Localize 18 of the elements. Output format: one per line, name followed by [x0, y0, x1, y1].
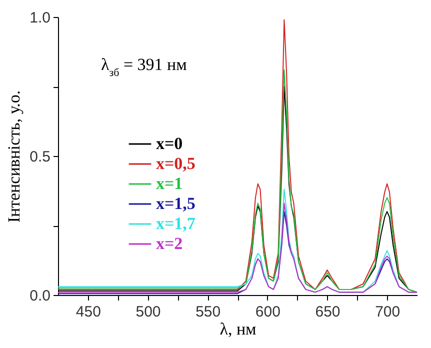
x-tick-label: 550 — [196, 304, 221, 320]
legend-label: x=0 — [156, 134, 183, 153]
x-tick-label: 600 — [255, 304, 280, 320]
annotation: λ$_{зб}$ = 391 нм — [101, 55, 188, 79]
legend-label: x=1 — [156, 174, 183, 193]
legend-label: x=2 — [156, 234, 183, 253]
x-axis-title: λ, нм — [220, 320, 257, 338]
y-tick-label: 0.5 — [30, 148, 50, 166]
x-tick-label: 700 — [375, 304, 400, 320]
legend-label: x=1,7 — [156, 214, 196, 233]
x-tick-label: 500 — [136, 304, 161, 320]
x-tick-label: 450 — [76, 304, 101, 320]
legend-label: x=0,5 — [156, 154, 196, 173]
y-tick-label: 1.0 — [30, 10, 50, 26]
y-axis-title: Інтенсивність, у.о. — [4, 90, 24, 223]
legend-label: x=1,5 — [156, 194, 196, 213]
y-tick-label: 0.0 — [30, 288, 50, 304]
x-tick-label: 650 — [315, 304, 340, 320]
